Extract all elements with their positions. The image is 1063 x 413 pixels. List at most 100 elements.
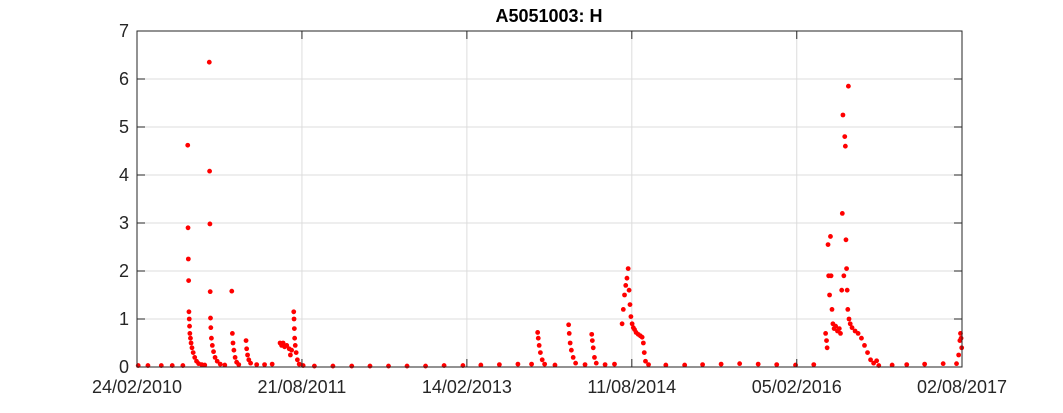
data-point: [620, 307, 626, 312]
data-point: [478, 362, 484, 368]
data-point: [287, 352, 293, 358]
y-tick-label: 7: [119, 21, 129, 41]
data-point: [208, 325, 214, 331]
data-point: [624, 275, 630, 281]
y-tick-label: 6: [119, 69, 129, 89]
data-point: [262, 362, 267, 367]
data-point: [245, 352, 250, 358]
data-point: [922, 361, 928, 367]
data-point: [838, 331, 843, 336]
y-tick-label: 3: [119, 213, 129, 233]
data-point: [865, 350, 870, 355]
data-point: [639, 334, 645, 340]
data-point: [186, 309, 192, 315]
data-point: [537, 350, 543, 355]
data-point: [254, 362, 260, 367]
data-point: [230, 340, 236, 346]
data-point: [229, 331, 235, 336]
data-point: [842, 134, 848, 140]
data-point: [566, 331, 572, 336]
data-point: [828, 234, 833, 239]
data-point: [330, 363, 336, 369]
data-point: [244, 346, 250, 352]
y-tick-label: 2: [119, 261, 129, 281]
data-point: [626, 287, 632, 293]
data-point: [593, 360, 599, 366]
y-tick-label: 0: [119, 357, 129, 377]
data-point: [628, 314, 634, 319]
data-point: [208, 315, 213, 321]
data-point: [622, 292, 627, 298]
data-point: [289, 347, 295, 353]
data-point: [849, 325, 855, 331]
data-point: [292, 335, 298, 341]
data-point: [386, 363, 391, 369]
data-point: [214, 358, 220, 364]
data-point: [404, 363, 410, 369]
data-point: [280, 340, 286, 346]
data-point: [231, 347, 237, 353]
data-point: [211, 349, 216, 355]
x-tick-label: 14/02/2013: [422, 377, 512, 397]
data-point: [737, 361, 743, 367]
data-point: [209, 343, 215, 348]
data-point: [243, 338, 249, 343]
data-point: [186, 278, 192, 283]
data-point: [542, 361, 548, 367]
data-point: [629, 321, 635, 327]
data-point: [718, 361, 724, 367]
data-point: [846, 316, 852, 322]
data-point: [836, 326, 842, 331]
plot-frame: [136, 30, 963, 368]
data-point: [284, 343, 290, 348]
data-point: [825, 242, 831, 248]
data-point: [774, 362, 780, 367]
data-point: [646, 362, 651, 367]
data-point: [291, 309, 297, 315]
y-tick-label: 5: [119, 117, 129, 137]
y-tick-label: 4: [119, 165, 129, 185]
data-point: [206, 59, 212, 65]
data-point: [536, 343, 542, 348]
data-point: [623, 283, 629, 288]
data-point: [187, 323, 192, 329]
data-point: [236, 362, 242, 367]
data-point: [612, 361, 617, 367]
data-point: [515, 361, 521, 367]
data-point: [954, 361, 959, 367]
data-point: [847, 321, 853, 327]
data-point: [755, 361, 761, 367]
data-point: [552, 362, 558, 368]
data-point: [625, 266, 631, 271]
data-point: [833, 323, 839, 329]
data-point: [862, 343, 867, 348]
data-point: [590, 345, 596, 351]
data-point: [568, 347, 574, 353]
grid-lines: [137, 31, 962, 367]
data-point: [619, 321, 625, 327]
data-point: [874, 358, 880, 364]
data-point: [829, 307, 835, 312]
data-point: [535, 330, 541, 335]
data-point: [868, 357, 873, 363]
y-axis: 0 1 2 3 4 5 6 7: [119, 21, 962, 377]
data-point: [185, 142, 191, 148]
data-point: [188, 335, 193, 341]
data-point: [232, 355, 238, 360]
x-tick-label: 11/08/2014: [587, 377, 676, 397]
data-point: [682, 362, 688, 368]
data-point: [839, 211, 845, 216]
data-point: [956, 352, 962, 358]
data-point: [185, 225, 191, 231]
data-point: [811, 362, 817, 367]
data-point: [207, 289, 213, 295]
data-point: [845, 83, 851, 89]
data-point: [367, 363, 373, 369]
data-point: [827, 292, 832, 298]
data-point: [840, 112, 846, 118]
data-point: [190, 350, 196, 355]
data-point: [823, 331, 829, 336]
data-point: [844, 266, 849, 271]
data-point: [192, 355, 198, 360]
